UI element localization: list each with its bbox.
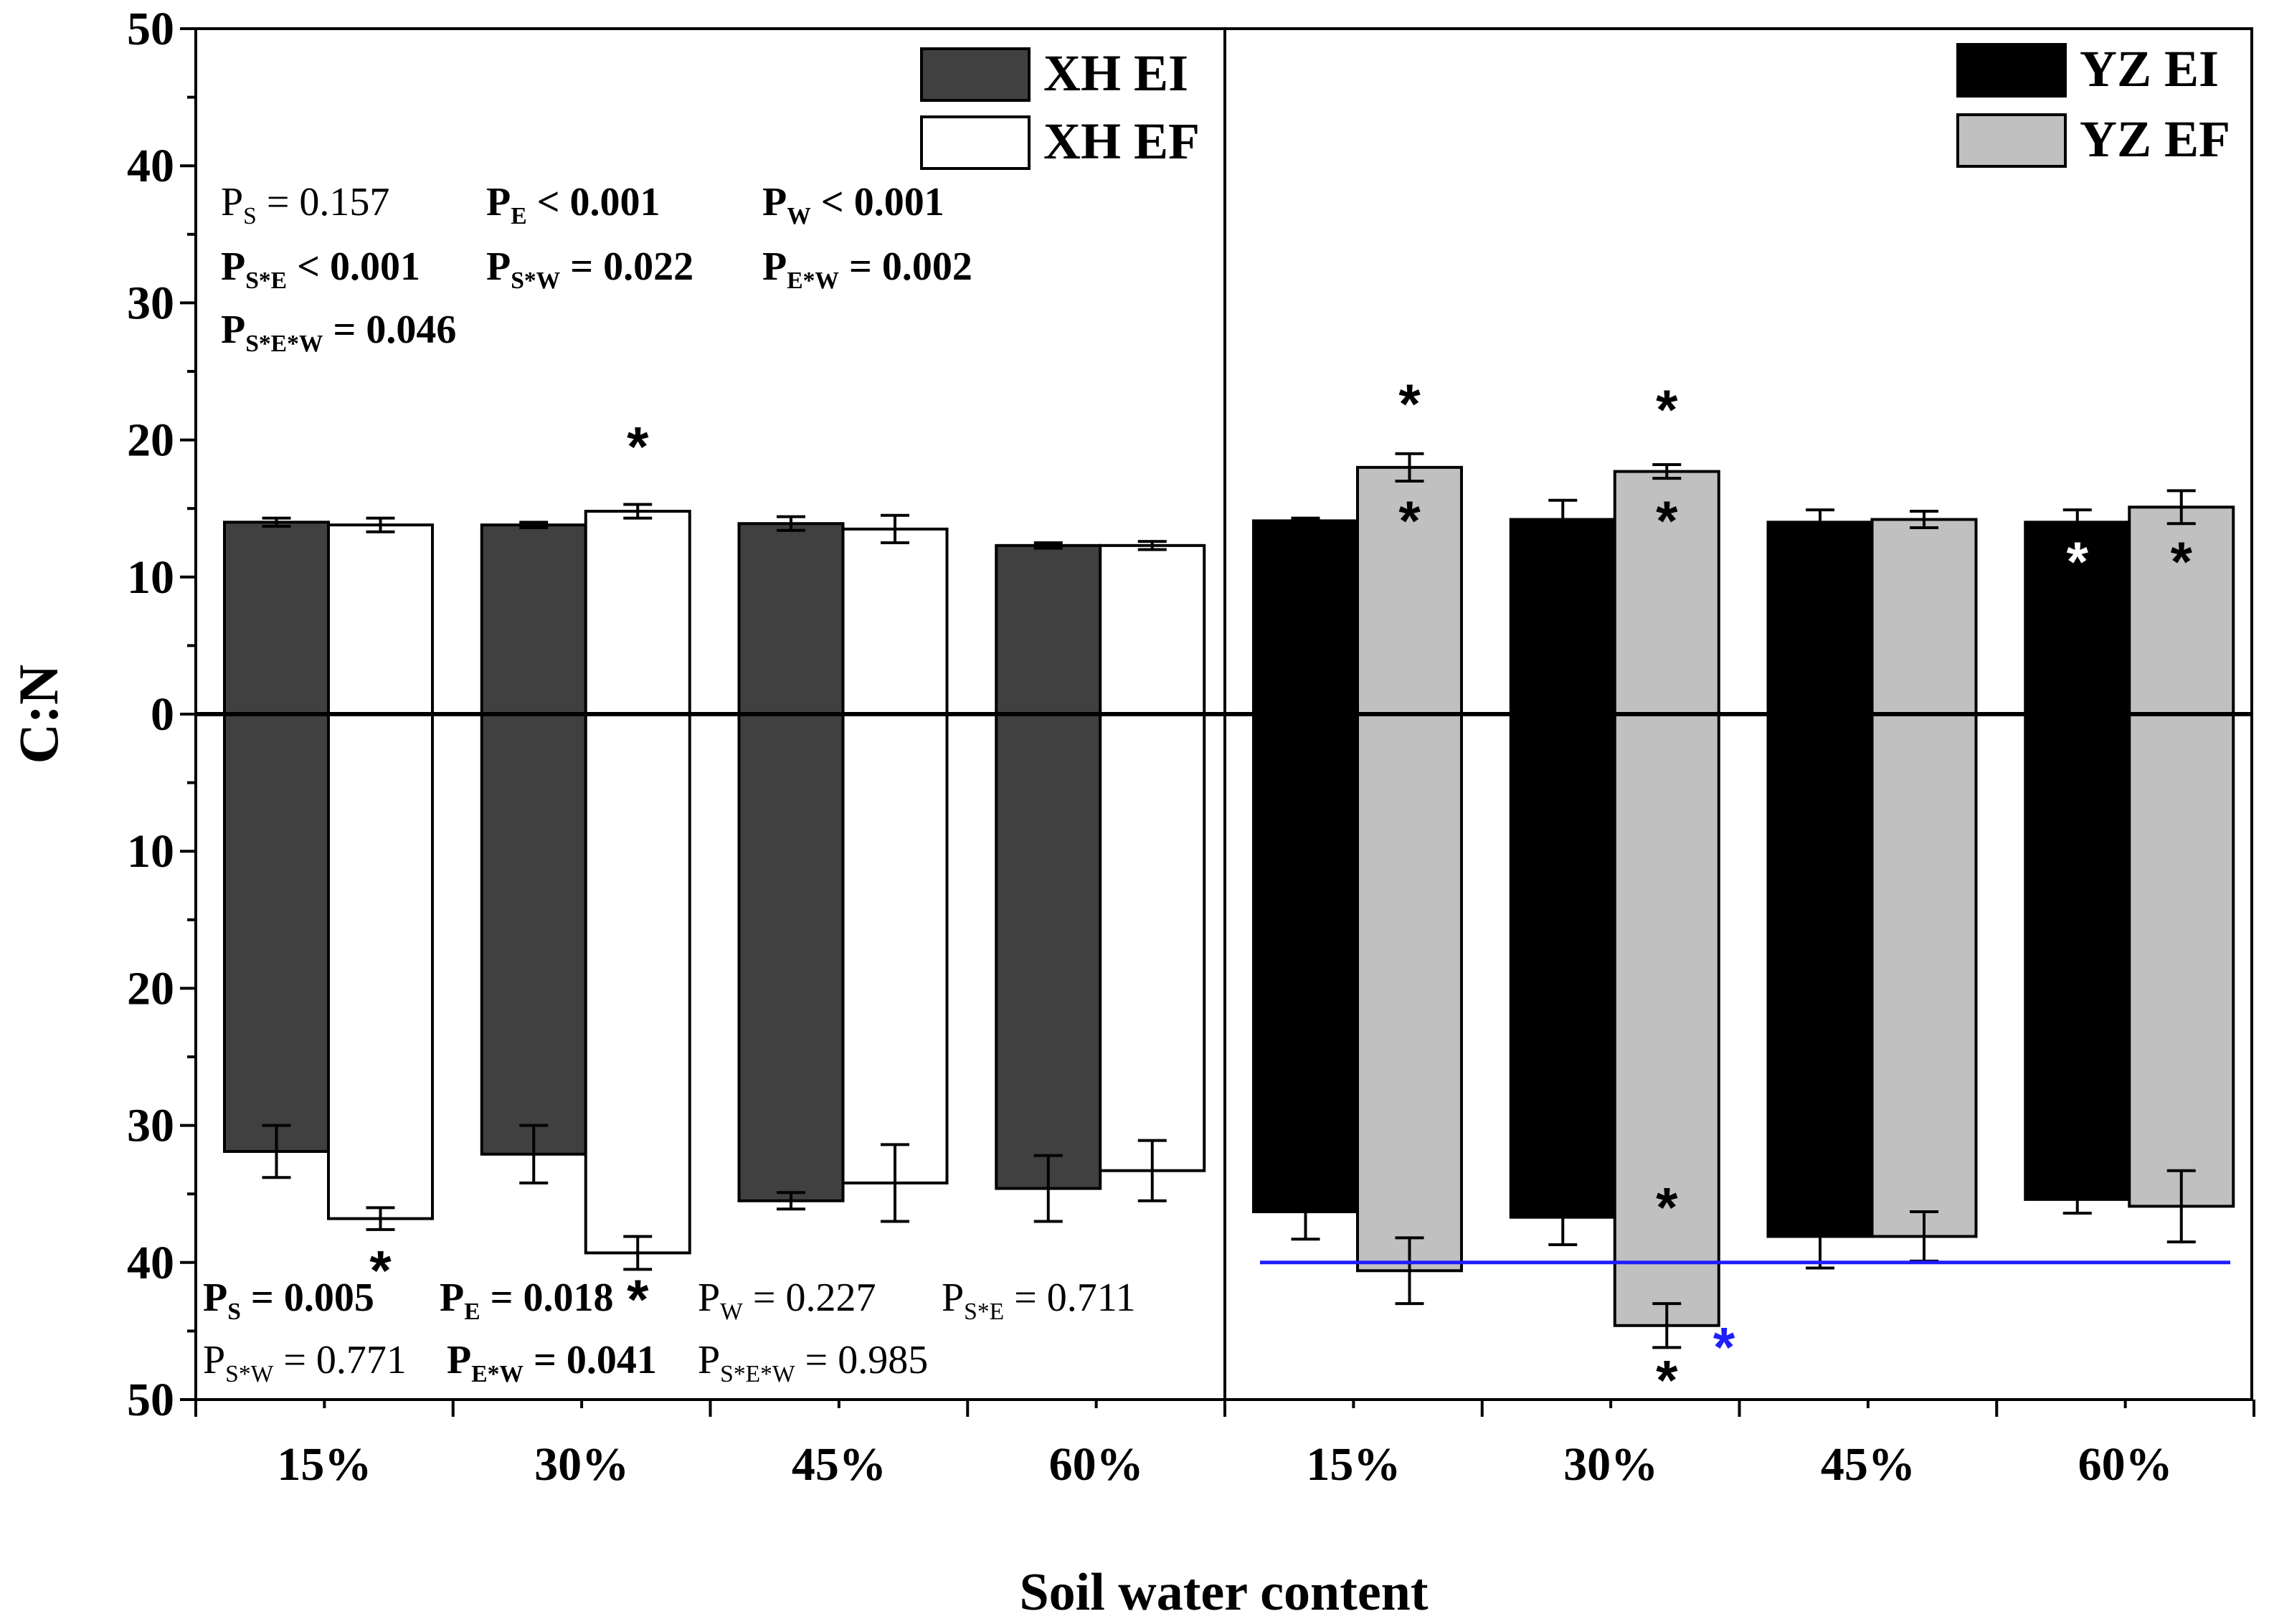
p-value-annotation: PS*W = 0.771 [203,1338,407,1387]
p-value-annotation: PE*W = 0.002 [762,244,972,294]
bar-top [1766,521,1874,716]
p-value-annotation: PW < 0.001 [762,180,944,229]
p-value-annotation: PS*E < 0.001 [221,244,420,294]
bar-top [1099,543,1206,716]
legend-label: YZ EI [2080,40,2219,98]
bar-top [841,527,949,716]
bar-bottom [2024,713,2131,1201]
x-tick-label: 15% [277,1438,371,1491]
legend-label: XH EI [1043,44,1188,102]
p-value-annotation: PE = 0.018 [440,1276,614,1325]
x-tick-label: 60% [1049,1438,1144,1491]
p-value-annotation: PS*E*W = 0.046 [221,308,456,357]
bar-bottom [737,713,845,1202]
axes: 50 40 30 20 10 0 10 20 30 40 50 15% 30% 45% 60% 15% 30% 4… [7,3,2255,1622]
significance-star: * [1656,378,1678,441]
bar-top [1356,465,1463,716]
bar-bottom [480,713,587,1156]
bars [223,465,2235,1327]
bar-top [1252,519,1359,716]
legend-swatch [920,47,1031,102]
bar-bottom [223,713,330,1153]
significance-star: * [2171,530,2193,593]
bar-bottom [327,713,434,1220]
x-tick-label: 15% [1306,1438,1401,1491]
bar-bottom [995,713,1102,1190]
legend-swatch [920,115,1031,170]
p-value-annotation: PW = 0.227 [698,1276,876,1325]
x-tick-label: 30% [534,1438,629,1491]
bar-top [1870,518,1978,716]
y-tick-label: 10 [127,825,174,878]
p-value-annotation: PE < 0.001 [486,180,660,229]
y-tick-label: 50 [127,3,174,55]
significance-star: * [1656,1349,1678,1412]
x-axis-title: Soil water content [1020,1563,1429,1622]
x-tick-label: 45% [1821,1438,1915,1491]
bar-top [2024,521,2131,716]
bar-bottom [841,713,949,1184]
bar-top [480,523,587,716]
y-tick-label: 10 [127,551,174,604]
stats-annotations: PS = 0.157 PE < 0.001 PW < 0.001 PS*E < 0.0… [203,180,1136,1387]
p-value-annotation: PE*W = 0.041 [447,1338,657,1387]
bar-top [995,543,1102,716]
bar-bottom [2128,713,2235,1208]
significance-star: * [1713,1316,1735,1379]
significance-star: * [627,415,649,478]
y-tick-label: 20 [127,962,174,1015]
legend-swatch [1956,113,2067,168]
bar-top [1509,518,1616,716]
p-value-annotation: PS*W = 0.022 [486,244,693,294]
p-value-annotation: PS = 0.005 [203,1276,374,1325]
y-tick-label: 40 [127,140,174,192]
x-tick-label: 45% [792,1438,886,1491]
y-tick-label: 50 [127,1374,174,1426]
bar-top [1613,470,1720,716]
p-value-annotation: PS*E*W = 0.985 [698,1338,928,1387]
bar-bottom [1252,713,1359,1214]
y-tick-label: 30 [127,277,174,329]
bar-top [2128,505,2235,716]
y-tick-label: 30 [127,1100,174,1152]
bar-top [737,522,845,716]
significance-stars: * * * * * * * * * * * * [369,372,2192,1411]
error-bars [262,452,2196,1349]
y-tick-label: 20 [127,414,174,467]
legend-label: YZ EF [2080,110,2230,168]
bar-top [584,510,691,716]
bar-top [223,521,330,716]
x-tick-label: 60% [2078,1438,2173,1491]
significance-star: * [1656,1176,1678,1239]
bar-bottom [584,713,691,1255]
significance-star: * [1398,372,1421,435]
y-tick-label: 40 [127,1237,174,1289]
x-tick-label: 30% [1563,1438,1658,1491]
significance-star: * [1656,489,1678,552]
significance-star: * [2067,530,2089,593]
significance-star: * [627,1268,649,1331]
y-tick-label: 0 [151,688,174,741]
bar-bottom [1509,713,1616,1219]
bar-bottom [1870,713,1978,1238]
significance-star: * [369,1239,392,1302]
bar-bottom [1356,713,1463,1273]
p-value-annotation: PS = 0.157 [221,180,389,229]
p-value-annotation: PS*E = 0.711 [942,1276,1136,1325]
y-axis-title: C:N [7,665,70,764]
legend-label: XH EF [1043,113,1200,170]
bar-bottom [1099,713,1206,1172]
legend-swatch [1956,43,2067,98]
legend: XH EI XH EF YZ EI YZ EF [920,40,2230,170]
bar-top [327,523,434,716]
significance-star: * [1398,489,1421,552]
bar-bottom [1613,713,1720,1327]
bar-bottom [1766,713,1874,1238]
